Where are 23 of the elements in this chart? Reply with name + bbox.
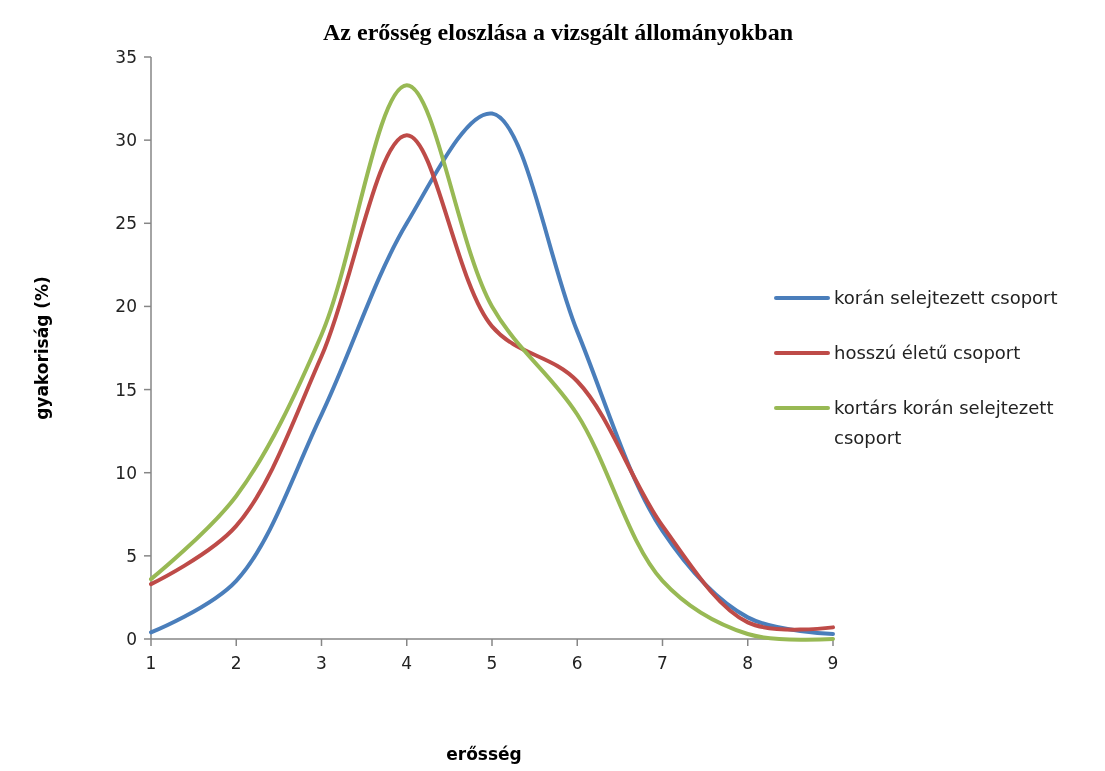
y-axis-title: gyakoriság (%) xyxy=(32,276,52,420)
x-tick-label: 5 xyxy=(486,653,498,673)
y-tick-label: 5 xyxy=(126,545,137,566)
x-tick-label: 3 xyxy=(316,653,327,673)
x-axis-title: erősség xyxy=(446,744,522,764)
x-tick-label: 8 xyxy=(742,653,754,673)
y-tick-label: 25 xyxy=(115,213,137,234)
x-tick-label: 2 xyxy=(230,653,242,673)
y-tick-label: 10 xyxy=(115,462,137,483)
y-tick-label: 0 xyxy=(126,628,137,649)
y-tick-label: 15 xyxy=(115,379,137,400)
legend-label: korán selejtezett csoport xyxy=(834,287,1058,309)
y-tick-label: 30 xyxy=(115,130,137,151)
legend-label: kortárs korán selejtezett csoport xyxy=(834,397,1054,449)
y-tick-label: 35 xyxy=(115,46,137,67)
x-tick-label: 6 xyxy=(571,653,583,673)
x-tick-label: 1 xyxy=(145,653,157,673)
legend-label: hosszú életű csoport xyxy=(834,342,1021,364)
x-tick-label: 9 xyxy=(827,653,839,673)
x-tick-label: 7 xyxy=(657,653,668,673)
y-tick-label: 20 xyxy=(115,296,137,317)
x-tick-label: 4 xyxy=(401,653,413,673)
chart-title: Az erősség eloszlása a vizsgált állományokban xyxy=(323,19,793,45)
